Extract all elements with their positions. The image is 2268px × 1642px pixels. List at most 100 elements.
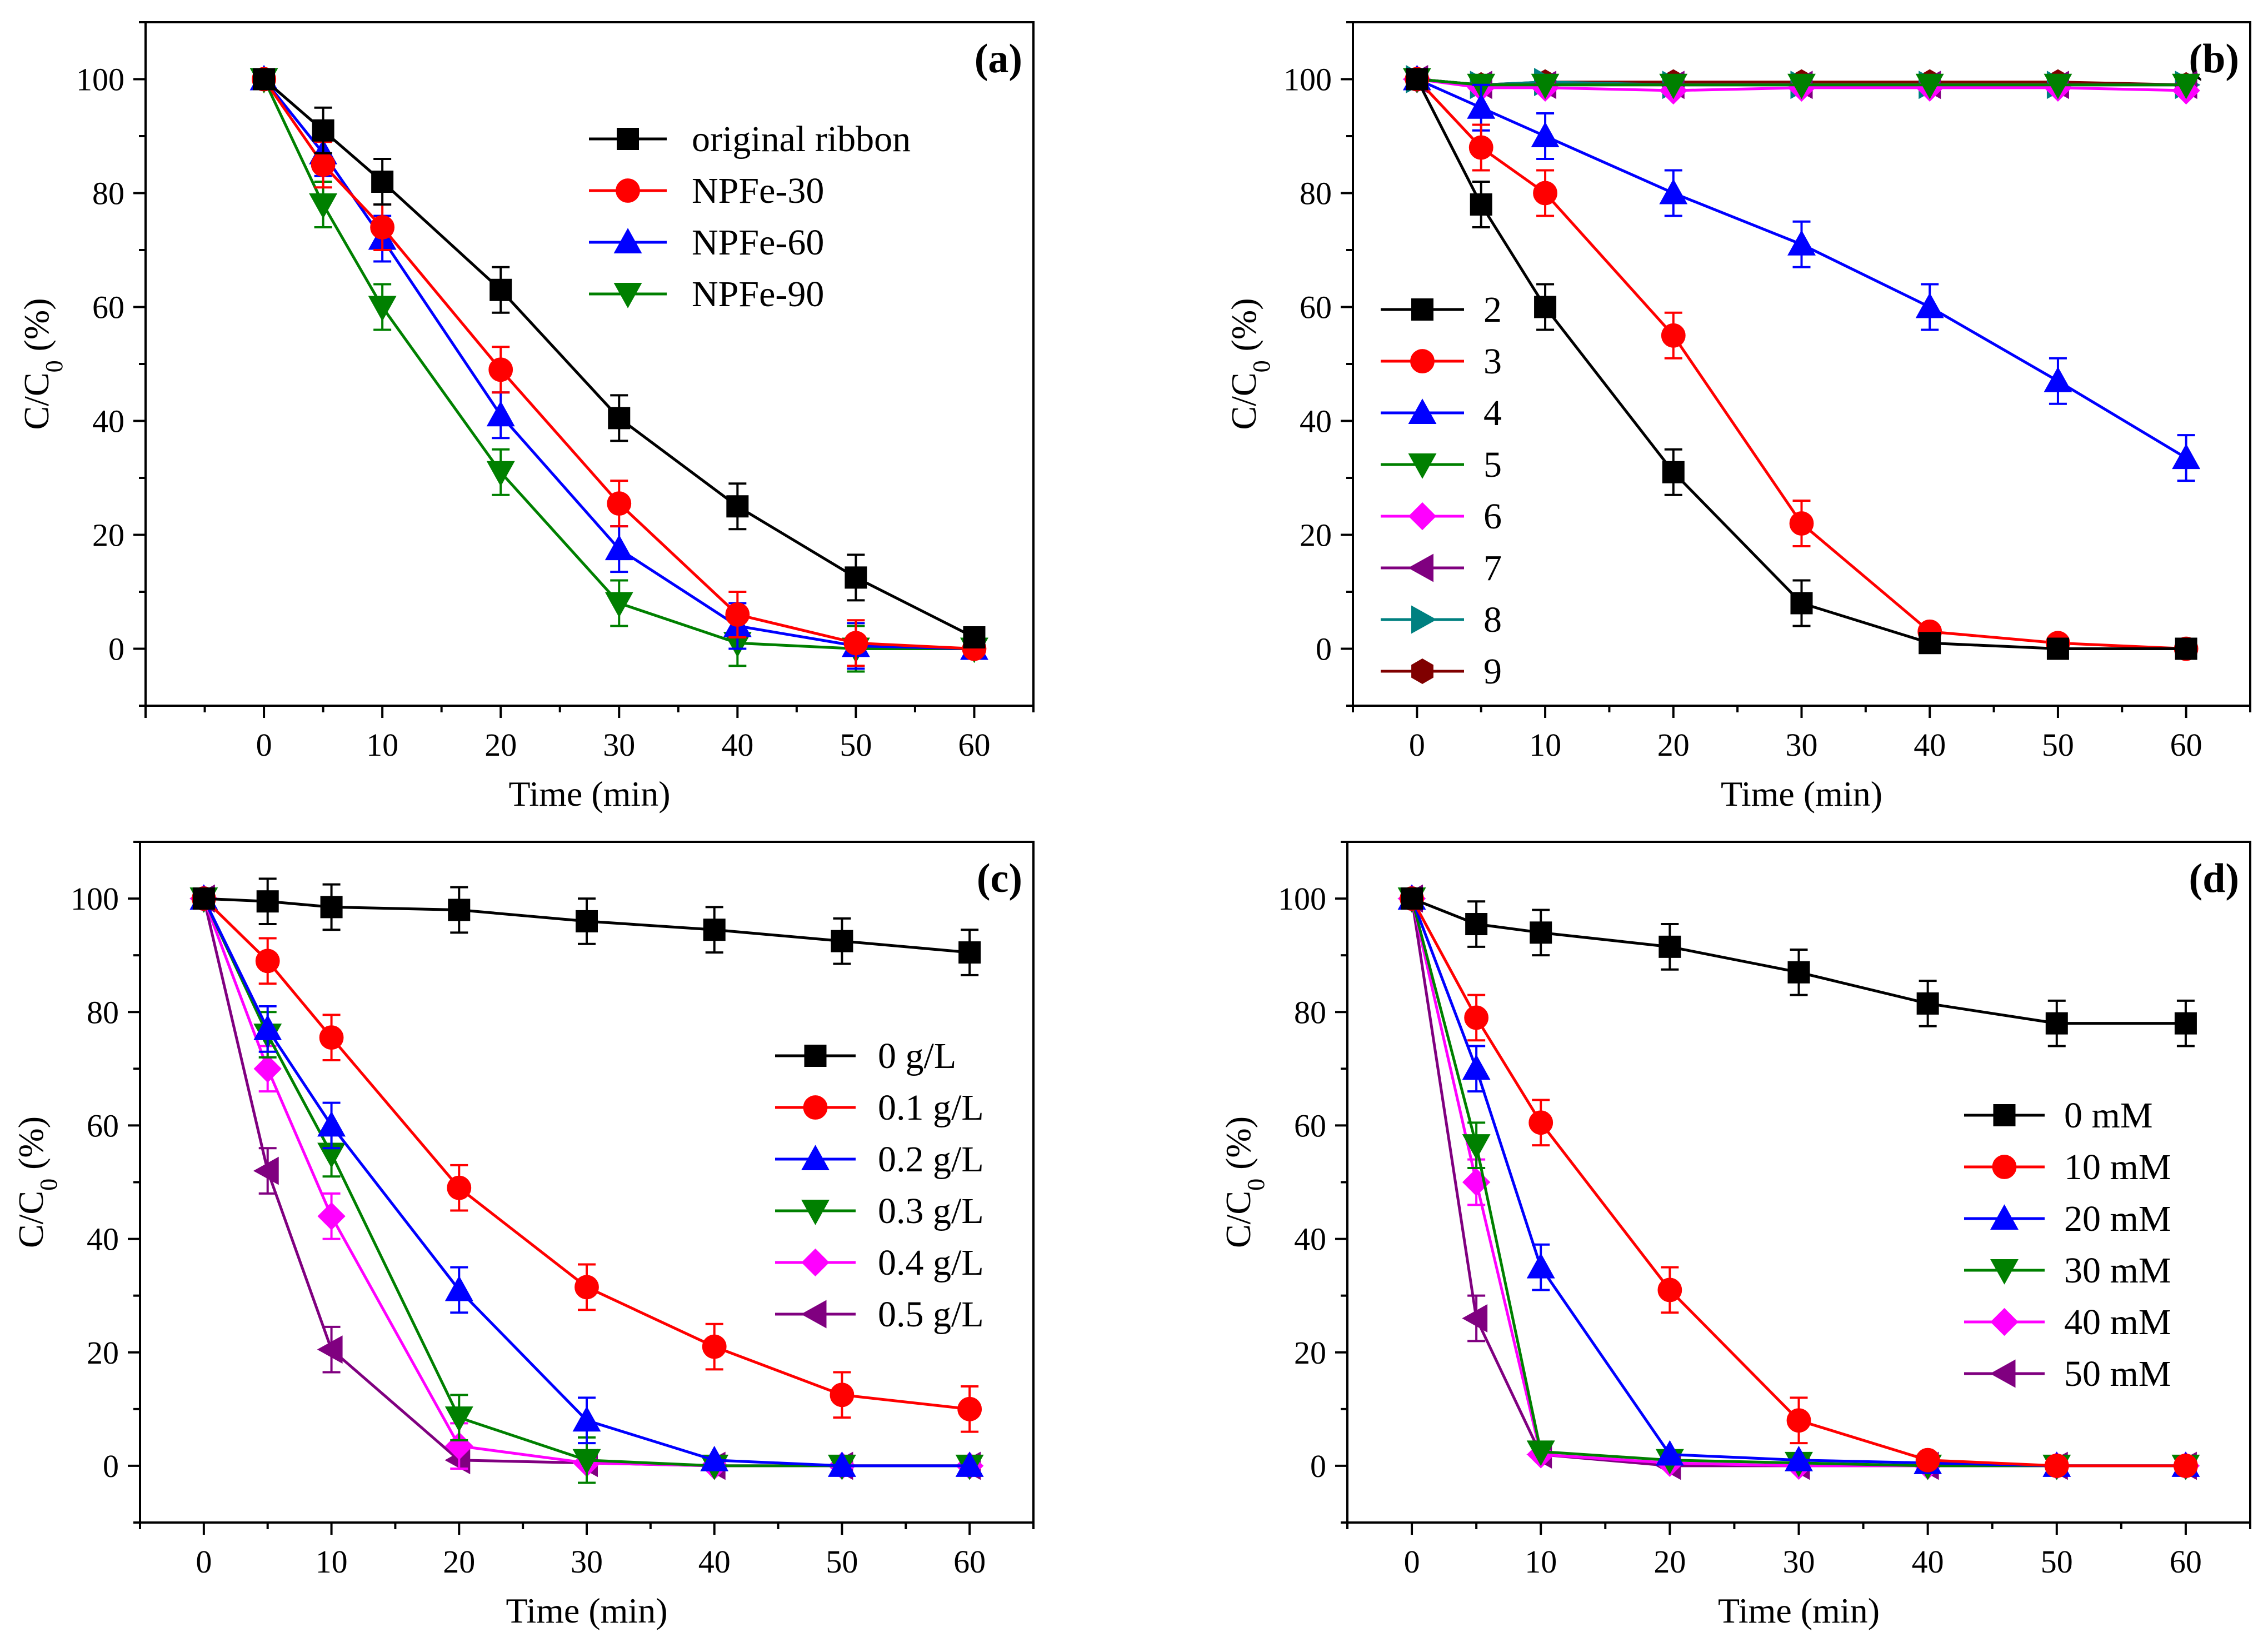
legend-marker: [1408, 502, 1437, 531]
data-point: [607, 491, 632, 516]
data-point: [319, 1025, 344, 1050]
data-point: [1787, 229, 1816, 256]
legend-marker: [1992, 1155, 2017, 1179]
series-line: [202, 898, 970, 1468]
x-tick-label: 10: [316, 1544, 348, 1580]
data-point: [1468, 135, 1493, 160]
legend-label: 0.5 g/L: [878, 1294, 984, 1335]
data-point: [702, 1334, 727, 1359]
legend-label: 5: [1483, 445, 1502, 485]
series-line: [263, 78, 975, 650]
data-point: [1528, 1110, 1553, 1135]
data-point: [1915, 292, 1944, 318]
data-point: [1406, 68, 1428, 91]
data-point: [2175, 637, 2197, 660]
legend-marker: [617, 128, 639, 150]
y-axis-title: C/C0 (%): [1224, 298, 1275, 430]
y-tick-label: 80: [92, 176, 124, 212]
series-0-mM: [1401, 887, 2197, 1047]
data-point: [1790, 592, 1813, 615]
series-0-5-g-L: [189, 884, 981, 1480]
x-tick-label: 30: [603, 727, 635, 763]
x-tick-label: 60: [953, 1544, 986, 1580]
y-tick-label: 40: [92, 403, 124, 440]
y-tick-label: 20: [92, 517, 124, 553]
legend: 0 mM 10 mM 20 mM 30 mM 40 mM 50 mM: [1964, 1095, 2171, 1394]
series-0-4-g-L: [189, 884, 984, 1480]
y-axis-title: C/C0 (%): [11, 1116, 62, 1248]
data-point: [320, 896, 343, 919]
legend-label: 4: [1483, 393, 1502, 433]
data-point: [253, 1156, 279, 1185]
legend-label: 9: [1483, 651, 1502, 692]
data-point: [2044, 366, 2072, 392]
data-point: [2046, 637, 2069, 660]
x-tick-label: 40: [1912, 1544, 1944, 1580]
y-axis-title: C/C0 (%): [17, 298, 68, 430]
y-tick-label: 100: [76, 62, 124, 98]
series-3: [1405, 67, 2199, 661]
data-point: [371, 171, 394, 193]
x-tick-label: 10: [1525, 1544, 1557, 1580]
data-point: [1462, 1304, 1488, 1332]
data-point: [317, 1335, 343, 1364]
data-point: [955, 1451, 984, 1477]
data-point: [2174, 1454, 2198, 1478]
panel-label: (d): [2189, 856, 2239, 901]
data-point: [1919, 632, 1941, 655]
data-point: [1530, 921, 1552, 944]
x-axis-title: Time (min): [506, 1591, 668, 1630]
data-point: [368, 296, 397, 322]
legend-marker: [1411, 658, 1433, 685]
data-point: [312, 119, 334, 142]
x-tick-label: 20: [1653, 1544, 1686, 1580]
data-point: [1526, 1440, 1555, 1466]
data-point: [444, 1275, 473, 1301]
y-tick-label: 60: [92, 290, 124, 326]
panel-b: 0 10 20 30 40 50 60 0 20 40 60 80 100 Time (min) C/C0 …: [1224, 21, 2251, 813]
data-point: [2044, 1454, 2069, 1478]
data-point: [725, 602, 750, 627]
series-4: [1402, 64, 2201, 482]
data-point: [2172, 443, 2201, 470]
x-tick-label: 0: [256, 727, 272, 763]
series-0-g-L: [192, 877, 981, 976]
y-tick-label: 20: [1294, 1335, 1326, 1371]
data-point: [830, 1383, 855, 1408]
legend-marker: [1990, 1204, 2019, 1230]
data-point: [957, 1396, 982, 1421]
panel-label: (a): [975, 36, 1022, 82]
legend-label: 0.2 g/L: [878, 1139, 984, 1180]
data-point: [831, 930, 853, 952]
x-tick-label: 50: [2042, 727, 2074, 763]
legend-label: 3: [1483, 341, 1502, 382]
data-point: [845, 566, 867, 589]
x-tick-label: 50: [826, 1544, 858, 1580]
y-tick-label: 100: [1278, 881, 1326, 917]
legend-marker: [613, 283, 642, 308]
data-point: [1465, 913, 1488, 936]
data-point: [1467, 93, 1496, 119]
panel-a: 0 10 20 30 40 50 60 0 20 40 60 80 100 Time (min) C/C0 …: [17, 21, 1035, 813]
legend-marker: [1990, 1307, 2019, 1336]
x-axis-title: Time (min): [1721, 774, 1882, 813]
y-tick-label: 80: [1294, 994, 1326, 1030]
y-tick-label: 40: [87, 1221, 119, 1257]
y-tick-label: 40: [1294, 1221, 1326, 1257]
series-line: [262, 78, 975, 650]
data-point: [1661, 323, 1686, 348]
y-tick-label: 0: [108, 631, 124, 667]
legend-marker: [1990, 1359, 2016, 1388]
data-point: [309, 193, 338, 219]
data-point: [1533, 181, 1557, 206]
data-point: [2045, 1012, 2068, 1035]
data-point: [1531, 122, 1560, 147]
data-point: [572, 1406, 601, 1432]
data-point: [963, 626, 986, 648]
legend-marker: [1993, 1104, 2016, 1126]
data-point: [575, 1275, 599, 1300]
series-line: [1410, 897, 2186, 1468]
data-point: [447, 1175, 472, 1200]
y-tick-label: 0: [103, 1448, 119, 1484]
legend-label: 0 mM: [2064, 1095, 2153, 1136]
